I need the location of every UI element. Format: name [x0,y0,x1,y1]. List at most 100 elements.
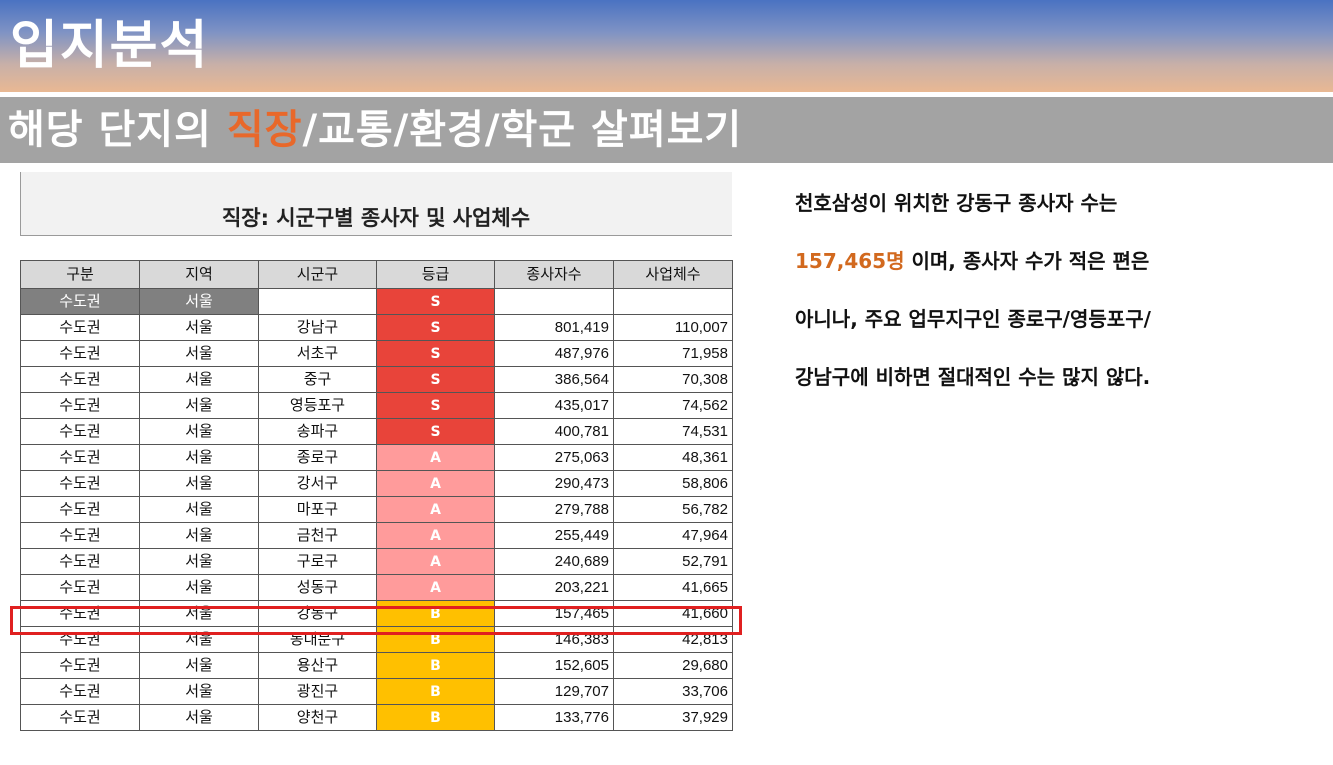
cell-workers [494,288,614,315]
cell-workers: 152,605 [494,652,614,679]
cell-workers: 275,063 [494,444,614,471]
description-line-1: 천호삼성이 위치한 강동구 종사자 수는 [795,191,1118,215]
cell-region: 서울 [139,470,259,497]
cell-district: 양천구 [258,704,377,731]
table-row: 수도권 서울 종로구 A 275,063 48,361 [20,444,733,471]
cell-workers: 801,419 [494,314,614,341]
cell-grade: A [376,574,495,601]
table-row: 수도권 서울 동대문구 B 146,383 42,813 [20,626,733,653]
cell-grade: S [376,366,495,393]
cell-category: 수도권 [20,600,140,627]
table-row: 수도권 서울 성동구 A 203,221 41,665 [20,574,733,601]
table-title: 직장: 시군구별 종사자 및 사업체수 [221,206,531,230]
cell-region: 서울 [139,288,259,315]
table-row: 수도권 서울 양천구 B 133,776 37,929 [20,704,733,731]
cell-category: 수도권 [20,470,140,497]
col-header-grade: 등급 [376,260,495,289]
col-header-region: 지역 [139,260,259,289]
divider [0,92,1333,97]
cell-district: 마포구 [258,496,377,523]
cell-workers: 133,776 [494,704,614,731]
cell-businesses: 33,706 [613,678,733,705]
cell-category: 수도권 [20,496,140,523]
description-text: 천호삼성이 위치한 강동구 종사자 수는 157,465명 이며, 종사자 수가… [795,188,1315,420]
page-subtitle: 해당 단지의 직장/교통/환경/학군 살펴보기 [8,97,742,163]
cell-district: 중구 [258,366,377,393]
cell-workers: 487,976 [494,340,614,367]
cell-district: 성동구 [258,574,377,601]
cell-category: 수도권 [20,548,140,575]
cell-category: 수도권 [20,340,140,367]
cell-businesses: 47,964 [613,522,733,549]
cell-grade: B [376,678,495,705]
cell-grade: S [376,340,495,367]
cell-category: 수도권 [20,392,140,419]
cell-region: 서울 [139,704,259,731]
cell-category: 수도권 [20,444,140,471]
cell-region: 서울 [139,392,259,419]
cell-district: 구로구 [258,548,377,575]
table-row: 수도권 서울 강동구 B 157,465 41,660 [20,600,733,627]
description-line-3: 아니나, 주요 업무지구인 종로구/영등포구/ [795,307,1151,331]
cell-grade: A [376,548,495,575]
cell-businesses: 41,660 [613,600,733,627]
cell-region: 서울 [139,418,259,445]
col-header-district: 시군구 [258,260,377,289]
page-title: 입지분석 [10,16,210,76]
cell-district [258,288,377,315]
cell-region: 서울 [139,340,259,367]
cell-grade: S [376,418,495,445]
cell-businesses: 110,007 [613,314,733,341]
cell-region: 서울 [139,496,259,523]
cell-businesses: 37,929 [613,704,733,731]
table-row: 수도권 서울 영등포구 S 435,017 74,562 [20,392,733,419]
cell-district: 강서구 [258,470,377,497]
table-summary-row: 수도권 서울 S [20,288,733,315]
cell-workers: 129,707 [494,678,614,705]
cell-grade: A [376,470,495,497]
subtitle-prefix: 해당 단지의 [8,107,227,153]
workplace-table-panel: 직장: 시군구별 종사자 및 사업체수 구분 지역 시군구 등급 종사자수 사업… [20,172,733,742]
col-header-workers: 종사자수 [494,260,614,289]
col-header-category: 구분 [20,260,140,289]
subtitle-band: 해당 단지의 직장/교통/환경/학군 살펴보기 [0,97,1333,163]
cell-category: 수도권 [20,678,140,705]
col-header-businesses: 사업체수 [613,260,733,289]
cell-businesses: 74,531 [613,418,733,445]
cell-businesses: 74,562 [613,392,733,419]
cell-workers: 240,689 [494,548,614,575]
table-row: 수도권 서울 구로구 A 240,689 52,791 [20,548,733,575]
cell-district: 강남구 [258,314,377,341]
cell-businesses: 56,782 [613,496,733,523]
cell-grade: A [376,496,495,523]
cell-region: 서울 [139,366,259,393]
table-row: 수도권 서울 송파구 S 400,781 74,531 [20,418,733,445]
table-header-row: 구분 지역 시군구 등급 종사자수 사업체수 [20,260,733,289]
table-row: 수도권 서울 광진구 B 129,707 33,706 [20,678,733,705]
cell-workers: 386,564 [494,366,614,393]
cell-workers: 157,465 [494,600,614,627]
cell-businesses: 29,680 [613,652,733,679]
description-line-4: 강남구에 비하면 절대적인 수는 많지 않다. [795,365,1151,389]
table-row: 수도권 서울 중구 S 386,564 70,308 [20,366,733,393]
cell-workers: 255,449 [494,522,614,549]
cell-district: 서초구 [258,340,377,367]
cell-workers: 435,017 [494,392,614,419]
cell-grade: A [376,444,495,471]
cell-region: 서울 [139,678,259,705]
cell-region: 서울 [139,522,259,549]
cell-district: 광진구 [258,678,377,705]
cell-grade: S [376,288,495,315]
cell-workers: 279,788 [494,496,614,523]
cell-businesses: 70,308 [613,366,733,393]
cell-grade: S [376,392,495,419]
cell-category: 수도권 [20,314,140,341]
cell-workers: 203,221 [494,574,614,601]
cell-grade: S [376,314,495,341]
cell-workers: 400,781 [494,418,614,445]
cell-region: 서울 [139,626,259,653]
cell-grade: B [376,652,495,679]
description-line-2: 157,465명 이며, 종사자 수가 적은 편은 [795,246,1315,276]
cell-category: 수도권 [20,652,140,679]
cell-businesses: 58,806 [613,470,733,497]
